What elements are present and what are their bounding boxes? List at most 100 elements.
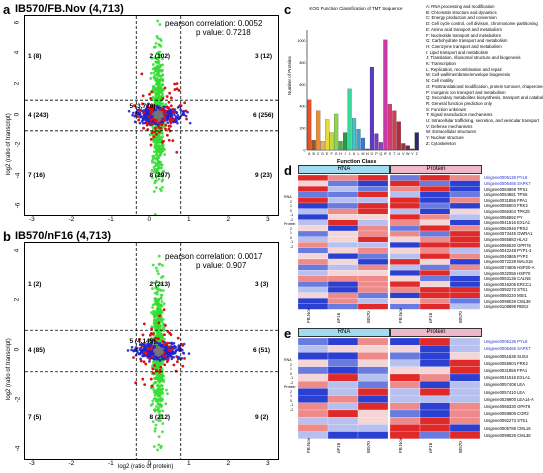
heatmap-cell	[419, 373, 451, 382]
green-point	[159, 44, 163, 48]
heatmap-legend-entry: 0	[290, 208, 292, 213]
red-point	[149, 96, 153, 100]
y-tick-label: -4	[14, 172, 22, 178]
heatmap-cell	[419, 242, 451, 248]
heatmap-legend-entry: -1	[290, 240, 294, 244]
heatmap-legend-entry: Protein	[284, 385, 296, 389]
heatmap-cell	[419, 402, 451, 411]
gene-label: Unigene0016205 ERCC1	[484, 281, 532, 287]
green-point	[149, 71, 153, 75]
x-tick-label: 3	[266, 216, 270, 223]
bar-V	[401, 143, 406, 151]
x-tick-label: D	[321, 152, 324, 156]
heatmap-cell	[389, 208, 421, 215]
x-tick-label: 0	[147, 216, 152, 223]
red-point	[162, 308, 166, 312]
heatmap-legend-entry: 1	[290, 231, 292, 235]
heatmap-cell	[389, 242, 421, 248]
panel-a-letter: a	[3, 2, 11, 17]
green-point	[159, 90, 163, 94]
heatmap-cell	[327, 402, 359, 411]
quadrant-label: 9 (23)	[255, 171, 272, 179]
panel-a-ylabel: log2 (ratio of transcript)	[6, 113, 12, 175]
heatmap-cell	[419, 214, 451, 220]
gene-label: Unigene0031856 FPA1	[484, 197, 528, 203]
heatmap-cell	[419, 253, 451, 260]
quadrant-label: 5 (4,145)	[129, 338, 156, 345]
gene-label: Unigene0092273 STS1	[484, 287, 528, 293]
panel-b-pvalue: p value: 0.907	[196, 261, 247, 270]
bar-G	[334, 113, 339, 151]
legend-entry: E: Amino acid transport and metabolism	[426, 26, 502, 32]
red-point	[140, 344, 144, 348]
heatmap-cell	[449, 303, 481, 310]
heatmap-legend-entry: 0	[290, 235, 292, 240]
red-point	[167, 138, 171, 142]
blue-point	[181, 110, 184, 113]
blue-point	[126, 349, 130, 352]
bar-L	[356, 129, 361, 151]
green-point	[156, 373, 160, 376]
heatmap-cell	[449, 395, 481, 403]
blue-point	[138, 112, 142, 116]
green-point	[160, 310, 164, 314]
red-point	[161, 97, 165, 100]
green-point	[156, 384, 159, 388]
bar-E	[325, 119, 330, 151]
heatmap-cell	[327, 186, 359, 192]
green-point	[156, 81, 159, 85]
green-point	[155, 321, 158, 325]
green-point	[157, 60, 161, 64]
green-point	[160, 179, 164, 183]
panel-c-xlabel: Function Class	[337, 159, 377, 165]
red-point	[149, 377, 153, 381]
x-tick-label: T	[393, 152, 396, 156]
green-point	[161, 79, 165, 83]
green-point	[163, 153, 167, 156]
red-point	[150, 122, 154, 126]
red-point	[132, 356, 135, 359]
column-label: nF16	[336, 313, 341, 324]
green-point	[159, 332, 163, 336]
green-point	[154, 186, 158, 190]
legend-entry: S: Function unknown	[426, 106, 467, 112]
x-tick-label: 0	[147, 460, 152, 467]
y-tick-label: 0	[304, 148, 306, 152]
red-point	[158, 368, 162, 372]
x-tick-label: B	[313, 152, 316, 156]
legend-entry: A: RNA processing and modification	[426, 4, 495, 9]
heatmap-cell	[449, 286, 481, 293]
blue-point	[151, 338, 155, 342]
green-point	[159, 39, 163, 42]
green-point	[160, 293, 164, 297]
heatmap-cell	[327, 388, 359, 396]
green-point	[153, 66, 157, 70]
heatmap-cell	[298, 395, 329, 403]
gene-label: Unigene0006466 SAPK7	[484, 346, 531, 352]
green-point	[155, 153, 159, 157]
blue-point	[170, 351, 174, 354]
green-point	[160, 83, 164, 86]
blue-point	[131, 113, 134, 117]
heatmap-cell	[419, 275, 451, 282]
heatmap-cell	[357, 409, 389, 418]
blue-point	[136, 351, 139, 354]
gene-label: Unigene0029900 LEA14-A	[484, 396, 534, 402]
heatmap-cell	[449, 373, 481, 382]
red-point	[185, 117, 188, 121]
blue-point	[154, 122, 158, 126]
quadrant-label: 6 (51)	[253, 347, 270, 354]
green-point	[153, 56, 157, 60]
blue-point	[143, 114, 146, 118]
bar-I	[343, 132, 348, 151]
y-tick-label: 6	[13, 20, 21, 25]
gene-label: Unigene0072228 MAL016	[484, 259, 533, 265]
red-point	[153, 339, 157, 343]
red-point	[145, 123, 149, 127]
bar-S	[387, 104, 392, 151]
red-point	[155, 133, 158, 136]
green-point	[150, 56, 154, 60]
grey-point	[151, 112, 155, 116]
heatmap-cell	[389, 197, 421, 204]
heatmap-cell	[449, 191, 481, 198]
